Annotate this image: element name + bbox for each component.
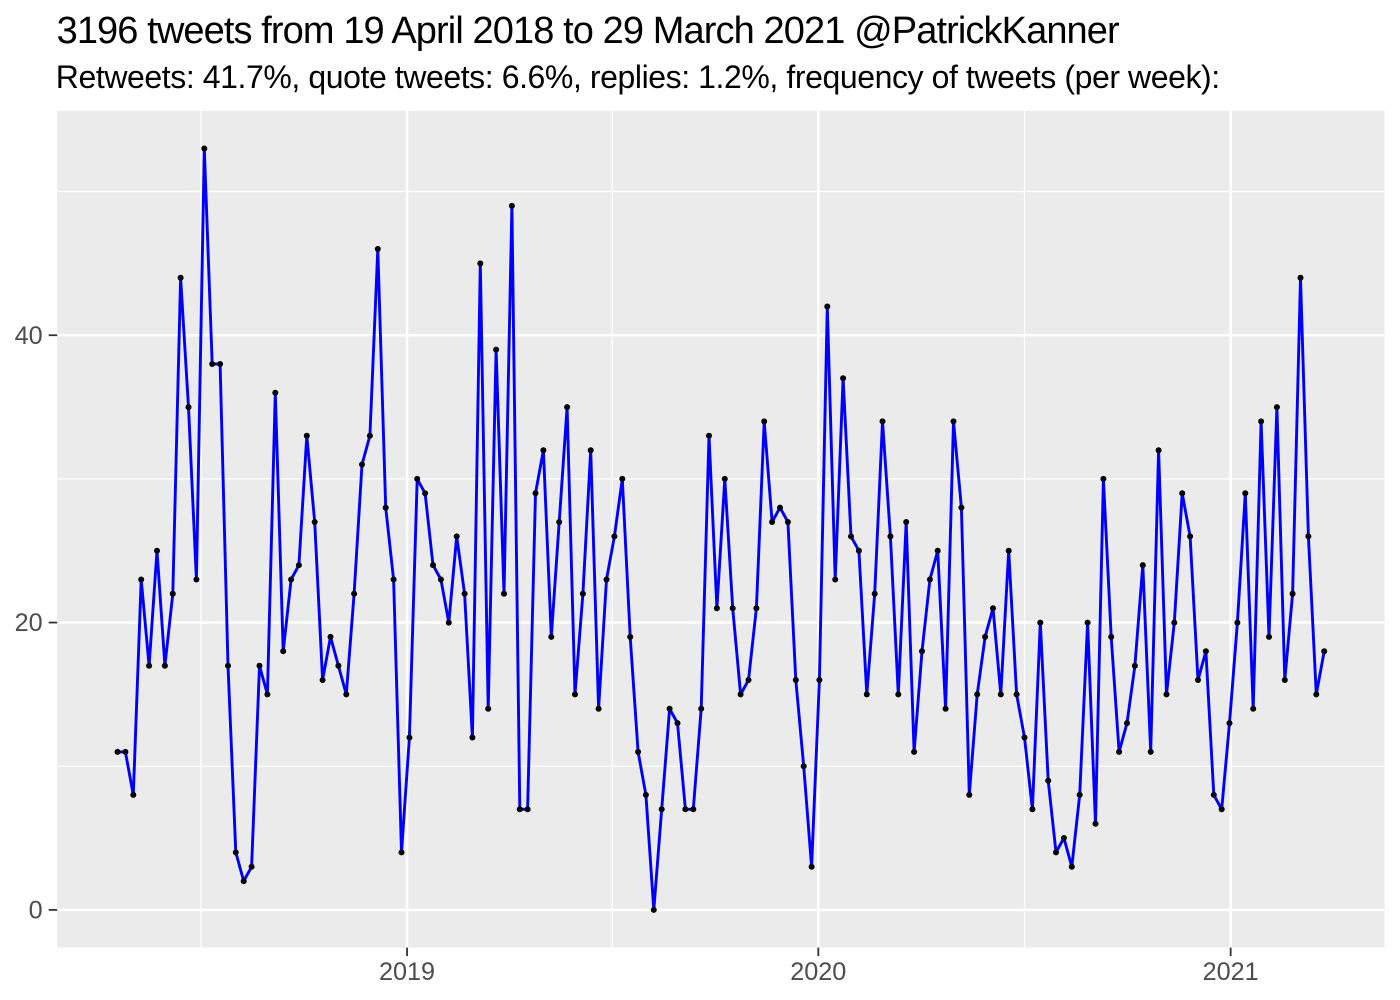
svg-text:0: 0 <box>29 897 43 925</box>
svg-text:20: 20 <box>15 609 43 637</box>
svg-text:3196 tweets from 19 April 2018: 3196 tweets from 19 April 2018 to 29 Mar… <box>57 10 1120 52</box>
svg-text:Retweets: 41.7%, quote tweets:: Retweets: 41.7%, quote tweets: 6.6%, rep… <box>56 59 1220 95</box>
svg-text:2021: 2021 <box>1203 958 1259 986</box>
svg-text:2020: 2020 <box>790 958 846 986</box>
svg-text:40: 40 <box>15 322 43 350</box>
svg-text:2019: 2019 <box>379 958 435 986</box>
